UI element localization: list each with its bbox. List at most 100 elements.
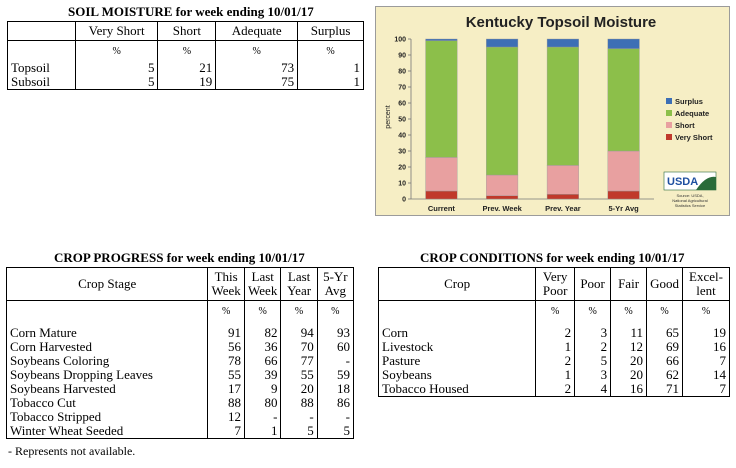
row-label: Livestock	[377, 340, 537, 354]
unit-cell: %	[574, 300, 612, 321]
table-cell: 7	[682, 382, 730, 397]
y-tick-label: 90	[398, 53, 406, 60]
bar-segment	[425, 40, 458, 158]
table-cell: 3	[574, 368, 612, 382]
row-label: Corn Mature	[5, 326, 209, 340]
table-cell: 7	[207, 424, 245, 439]
crop-progress-table: Crop Stage This Week Last Week Last Year…	[5, 267, 355, 439]
table-cell: 82	[243, 326, 282, 340]
y-tick-label: 70	[398, 85, 406, 92]
x-tick-label: 5-Yr Avg	[608, 204, 639, 213]
row-label: Winter Wheat Seeded	[5, 424, 209, 439]
bar-segment	[486, 195, 519, 200]
legend-label: Short	[675, 121, 695, 130]
table-cell: 5	[574, 354, 612, 368]
usda-logo: USDA	[663, 171, 717, 191]
table-cell: 88	[280, 396, 318, 410]
column-header: Crop	[377, 267, 537, 301]
table-cell: 19	[682, 326, 730, 340]
bar-segment	[486, 38, 519, 48]
bar-segment	[425, 190, 458, 200]
table-cell: 55	[207, 368, 245, 382]
legend-swatch	[666, 98, 672, 104]
table-row: Tobacco Stripped 12- - -	[5, 410, 355, 424]
table-row: Soybeans Coloring 78 66 77-	[5, 354, 355, 368]
column-header: Crop Stage	[5, 267, 209, 301]
logo-text: USDA	[667, 176, 698, 188]
chart-title: Kentucky Topsoil Moisture	[466, 14, 657, 31]
table-row: Winter Wheat Seeded 7 1 5 5	[5, 424, 355, 439]
table-row: Soybeans Dropping Leaves 55 39 55 59	[5, 368, 355, 382]
table-cell: 2	[574, 340, 612, 354]
unit-cell: %	[243, 300, 282, 321]
y-tick-label: 0	[402, 197, 406, 204]
table-cell: 69	[646, 340, 683, 354]
y-tick-label: 60	[398, 101, 406, 108]
x-tick-label: Current	[428, 204, 456, 213]
column-header: Surplus	[297, 21, 364, 41]
column-header: Fair	[610, 267, 648, 301]
bar-segment	[546, 165, 579, 195]
table-cell: 73	[215, 61, 299, 75]
table-cell: 7	[682, 354, 730, 368]
column-header: Short	[157, 21, 217, 41]
table-cell: 80	[243, 396, 282, 410]
table-cell: 2	[535, 354, 576, 368]
table-cell: 1	[535, 340, 576, 354]
table-cell: 2	[535, 382, 576, 397]
table-cell: 12	[207, 410, 245, 424]
table-cell: -	[243, 410, 282, 424]
table-cell: 60	[316, 340, 355, 354]
table-cell: 94	[280, 326, 318, 340]
table-row: Corn Mature 91 82 94 93	[5, 326, 355, 340]
table-cell: 91	[207, 326, 245, 340]
bar-segment	[607, 38, 640, 49]
table-cell: 1	[535, 368, 576, 382]
crop-conditions-table: Crop Very Poor Poor Fair Good Excel- len…	[377, 267, 730, 397]
table-row: Subsoil 5 19 75 1	[7, 75, 364, 90]
y-tick-label: 10	[398, 181, 406, 188]
bar-segment	[607, 190, 640, 200]
table-cell: 78	[207, 354, 245, 368]
table-row: Soybeans Harvested 17 9 20 18	[5, 382, 355, 396]
table-cell: 55	[280, 368, 318, 382]
row-label: Tobacco Cut	[5, 396, 209, 410]
table-row: Soybeans 1 3 20 62 14	[377, 368, 730, 382]
column-header: Excel- lent	[682, 267, 730, 301]
table-cell: 70	[280, 340, 318, 354]
table-cell: 3	[574, 326, 612, 340]
table-row: Livestock 1 2 12 69 16	[377, 340, 730, 354]
unit-cell: %	[535, 300, 576, 321]
table-cell: 2	[535, 326, 576, 340]
legend-swatch	[666, 134, 672, 140]
table-cell: 17	[207, 382, 245, 396]
table-cell: 19	[157, 75, 217, 90]
column-header: Last Week	[243, 267, 282, 301]
column-header: Poor	[574, 267, 612, 301]
legend-swatch	[666, 110, 672, 116]
crop-progress-title: CROP PROGRESS for week ending 10/01/17	[54, 250, 305, 265]
table-cell: 20	[280, 382, 318, 396]
table-row: Tobacco Housed 2 4 16 71 7	[377, 382, 730, 397]
table-cell: 4	[574, 382, 612, 397]
bar-segment	[546, 38, 579, 48]
table-cell: 1	[297, 75, 364, 90]
table-row: Corn 2 3 11 65 19	[377, 326, 730, 340]
table-cell: 39	[243, 368, 282, 382]
topsoil-moisture-chart: Kentucky Topsoil Moisture percent 0 10 20 3…	[375, 6, 730, 216]
chart-svg: Kentucky Topsoil Moisture percent 0 10 20 3…	[385, 14, 717, 213]
legend-swatch	[666, 122, 672, 128]
table-cell: 20	[610, 368, 648, 382]
bar-segment	[546, 193, 579, 200]
table-cell: 75	[215, 75, 299, 90]
bar-segment	[486, 174, 519, 196]
source-line: Statistics Service	[675, 203, 706, 208]
row-label: Corn	[377, 326, 537, 340]
y-tick-label: 100	[394, 37, 406, 44]
table-cell: 86	[316, 396, 355, 410]
row-label: Soybeans	[377, 368, 537, 382]
unit-cell	[7, 40, 76, 61]
y-tick-label: 50	[398, 117, 406, 124]
table-row: Corn Harvested 56 36 70 60	[5, 340, 355, 354]
table-cell: 9	[243, 382, 282, 396]
